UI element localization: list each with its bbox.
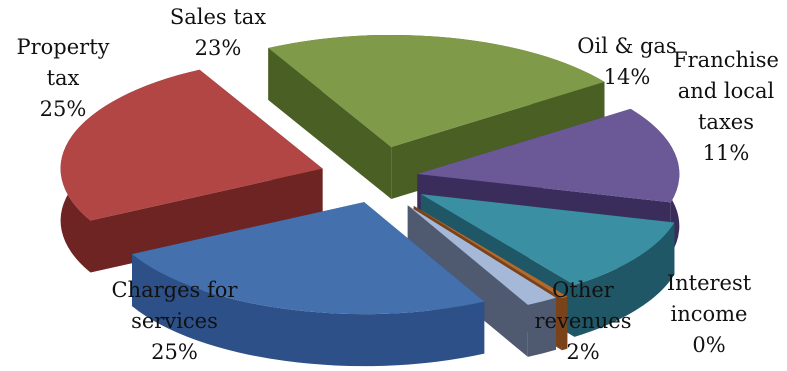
slice-face-sales-tax-0	[268, 48, 392, 199]
label-charges-line1: Charges for	[111, 278, 238, 302]
label-franchise-pct: 11%	[702, 141, 750, 165]
label-property-tax-pct: 25%	[39, 97, 87, 121]
label-interest-line2: income	[670, 302, 748, 326]
label-sales-tax-line1: Sales tax	[169, 5, 267, 29]
label-property-tax: Property tax 25%	[3, 32, 123, 125]
slice-franchise-and-local-taxes	[420, 194, 675, 285]
label-interest-pct: 0%	[692, 333, 726, 357]
label-other-line2: revenues	[534, 309, 632, 333]
slice-charges-for-services	[132, 202, 485, 315]
label-other-pct: 2%	[566, 340, 600, 364]
slice-sales-tax	[268, 34, 605, 147]
label-property-tax-line2: tax	[46, 66, 80, 90]
label-franchise-line3: taxes	[697, 110, 754, 134]
label-sales-tax-pct: 23%	[194, 36, 242, 60]
label-oil-gas: Oil & gas 14%	[572, 31, 682, 93]
slice-wall-charges-for-services	[132, 254, 485, 367]
slice-face-property-tax-0	[90, 168, 323, 273]
label-franchise: Franchise and local taxes 11%	[666, 45, 786, 169]
slice-interest-income	[413, 205, 568, 299]
pie-tops	[60, 34, 680, 315]
label-franchise-line1: Franchise	[673, 48, 779, 72]
label-sales-tax: Sales tax 23%	[158, 2, 278, 64]
label-charges-pct: 25%	[151, 340, 198, 364]
label-charges-line2: services	[131, 309, 218, 333]
label-interest-income: Interest income 0%	[650, 268, 768, 361]
label-property-tax-line1: Property	[16, 35, 110, 59]
slice-oil-gas	[417, 108, 680, 203]
label-other-line1: Other	[552, 278, 614, 302]
label-charges-for-services: Charges for services 25%	[92, 275, 257, 368]
label-oil-gas-pct: 14%	[603, 65, 651, 89]
label-franchise-line2: and local	[677, 79, 775, 103]
slice-property-tax	[60, 69, 323, 221]
label-other-revenues: Other revenues 2%	[523, 275, 643, 368]
slice-other-revenues	[407, 205, 556, 305]
slice-face-other-revenues-1	[407, 205, 528, 357]
label-interest-line1: Interest	[666, 271, 752, 295]
label-oil-gas-line1: Oil & gas	[577, 34, 677, 58]
